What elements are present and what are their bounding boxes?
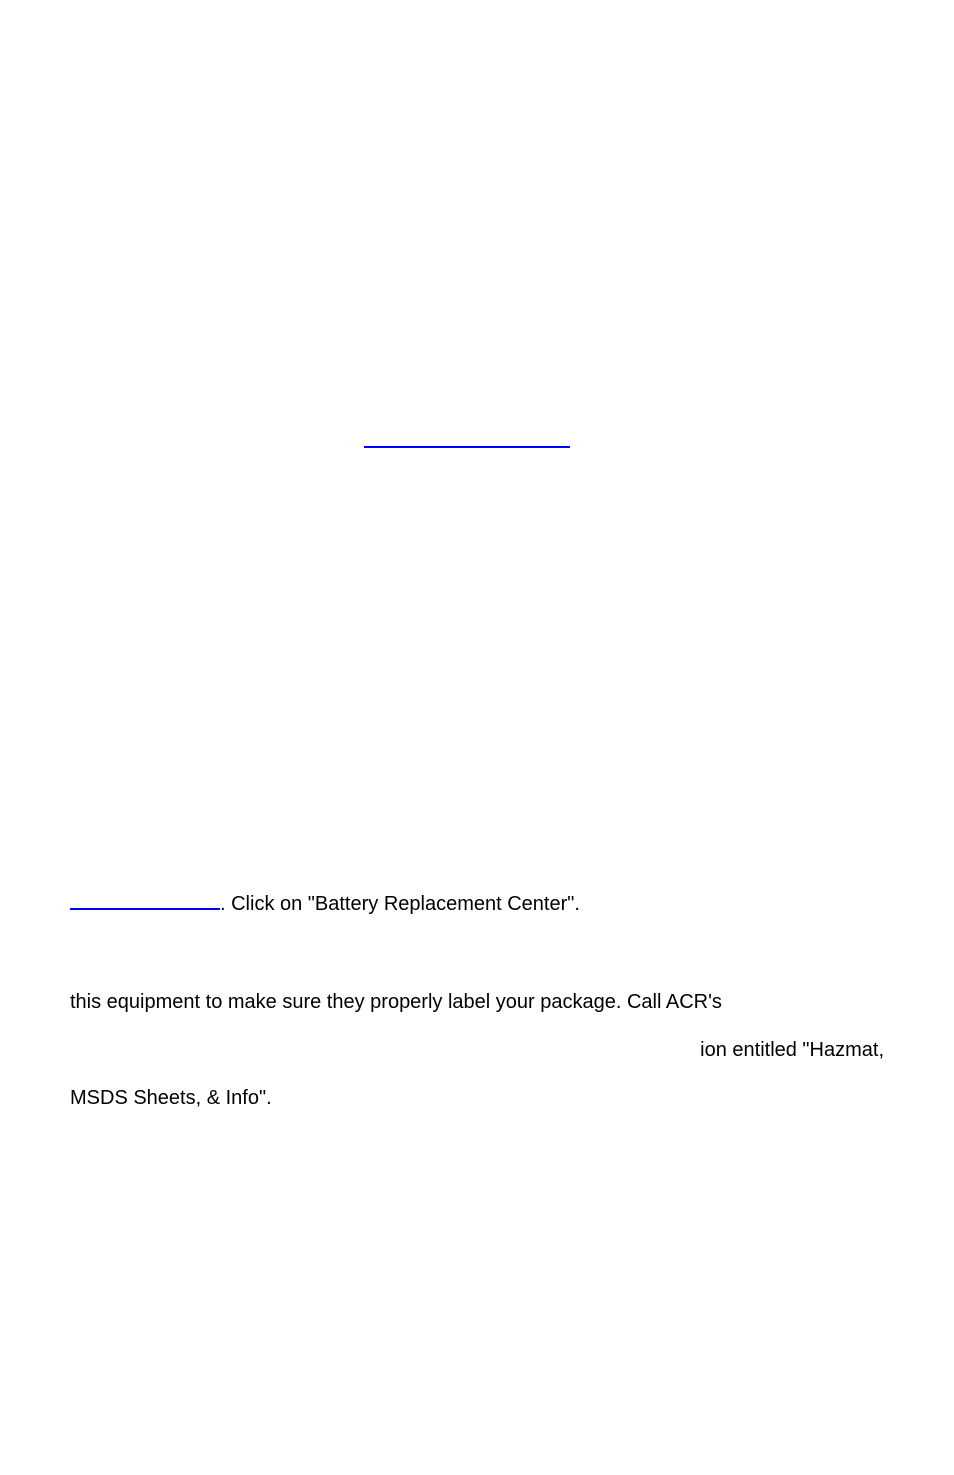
link-underline-1 xyxy=(364,446,570,448)
document-content: . Click on "Battery Replacement Center".… xyxy=(70,60,884,1122)
text-line-2: ion entitled "Hazmat, xyxy=(70,1026,884,1074)
spacer xyxy=(70,948,884,978)
spacer-mid xyxy=(70,440,884,880)
paragraph-battery-center: . Click on "Battery Replacement Center". xyxy=(70,880,884,928)
link-underline-2 xyxy=(70,908,220,910)
text-line-3: MSDS Sheets, & Info". xyxy=(70,1074,884,1122)
spacer xyxy=(70,60,884,440)
text-battery-center: . Click on "Battery Replacement Center". xyxy=(220,893,580,915)
text-line-1: this equipment to make sure they properl… xyxy=(70,978,884,1026)
paragraph-equipment: this equipment to make sure they properl… xyxy=(70,978,884,1122)
